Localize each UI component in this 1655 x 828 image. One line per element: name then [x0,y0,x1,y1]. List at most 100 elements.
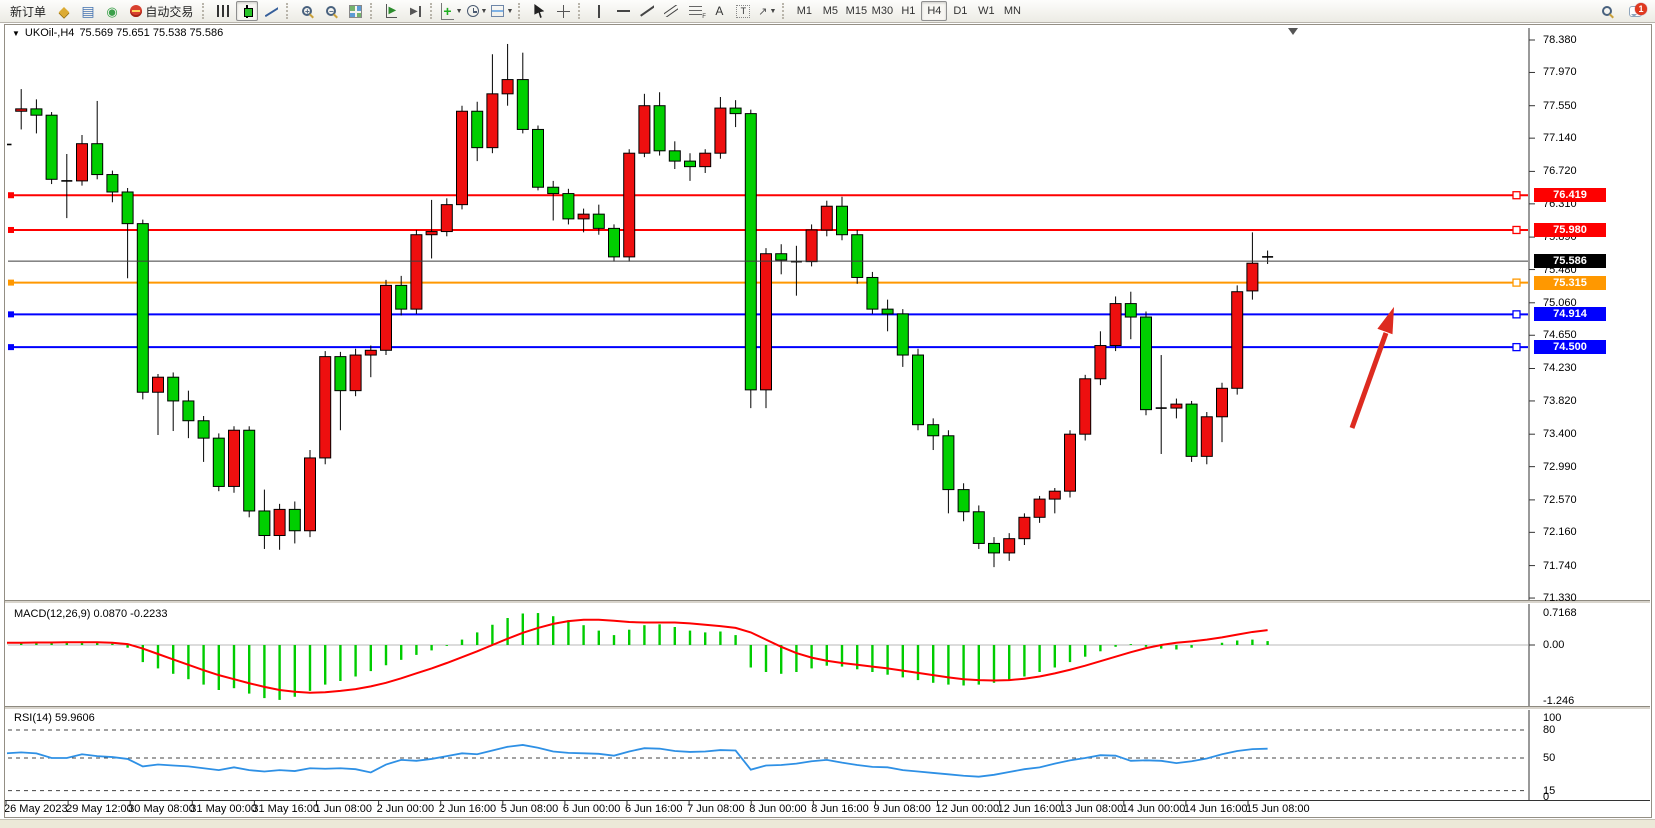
crosshair-button[interactable] [552,1,574,21]
autotrading-icon [130,5,143,17]
timeframe-h4-button[interactable]: H4 [921,1,948,21]
vertical-line-button[interactable] [588,1,610,21]
price-axis-tick[interactable]: 76.720 [1543,165,1577,178]
signals-button[interactable]: ◉ [101,1,123,21]
price-axis-tick[interactable]: 72.160 [1543,526,1577,539]
time-axis-label[interactable]: 29 May 12:00 [66,803,133,815]
toolbar-grip [430,3,435,19]
time-axis-label[interactable]: 14 Jun 00:00 [1121,803,1186,815]
timeframe-m15-button[interactable]: M15 [845,5,868,17]
fibonacci-button[interactable] [684,1,706,21]
chart-shift-button[interactable]: ▶ [404,1,426,21]
autotrading-button[interactable]: 自动交易 [125,1,198,21]
candlestick-chart-button[interactable] [236,1,259,21]
ohlc-quote-label: 75.569 75.651 75.538 75.586 [79,27,224,39]
tile-windows-button[interactable] [344,1,366,21]
time-axis-label[interactable]: 5 Jun 08:00 [500,803,559,815]
hline-price-label[interactable]: 76.419 [1534,188,1606,203]
time-axis-label[interactable]: 6 Jun 16:00 [625,803,683,815]
time-axis-label[interactable]: 13 Jun 08:00 [1059,803,1124,815]
macd-axis-tick: 0.00 [1543,639,1565,651]
toolbar-grip [578,3,583,19]
zoom-in-button[interactable]: + [296,1,318,21]
time-axis-label[interactable]: 8 Jun 00:00 [749,803,807,815]
indicators-button[interactable]: + ▼ [440,1,463,21]
cursor-icon [534,4,545,18]
zoom-in-icon: + [302,6,313,16]
price-axis-tick[interactable]: 77.970 [1543,66,1577,79]
timeframe-toolbar: M1 M5 M15 M30 H1 H4 D1 W1 MN [791,1,1025,21]
time-axis-label[interactable]: 12 Jun 00:00 [935,803,1000,815]
timeframe-m1-button[interactable]: M1 [796,5,813,17]
vertical-line-icon [598,4,601,18]
time-axis-label[interactable]: 12 Jun 16:00 [997,803,1062,815]
zoom-out-button[interactable]: − [320,1,342,21]
time-axis-label[interactable]: 1 Jun 08:00 [314,803,373,815]
time-axis-label[interactable]: 2 Jun 00:00 [376,803,435,815]
time-axis-label[interactable]: 31 May 00:00 [190,803,257,815]
search-button[interactable] [1596,1,1618,21]
text-label-button[interactable]: T [732,1,754,21]
time-axis-label[interactable]: 15 Jun 08:00 [1246,803,1310,815]
toolbar-grip [202,3,207,19]
timeframe-m5-button[interactable]: M5 [822,5,839,17]
templates-button[interactable]: ▼ [490,1,514,21]
tile-windows-icon [348,4,362,18]
time-axis-label[interactable]: 30 May 08:00 [128,803,195,815]
chat-button[interactable]: 1 [1620,1,1650,21]
new-order-button[interactable]: 新订单 [10,4,47,19]
periods-button[interactable]: ▼ [466,1,489,21]
price-axis-tick[interactable]: 74.650 [1543,329,1577,342]
autotrading-label: 自动交易 [145,4,194,19]
time-axis-label[interactable]: 26 May 2023 [4,803,68,815]
timeframe-d1-button[interactable]: D1 [953,5,968,17]
price-axis-tick[interactable]: 74.230 [1543,362,1577,375]
time-axis-label[interactable]: 8 Jun 16:00 [811,803,869,815]
hline-price-label[interactable]: 74.500 [1534,340,1606,355]
bar-chart-button[interactable] [212,1,234,21]
text-button[interactable]: A [708,1,730,21]
hline-price-label[interactable]: 75.315 [1534,275,1606,290]
timeframe-m30-button[interactable]: M30 [871,5,894,17]
candlestick-icon [241,4,254,18]
rsi-indicator-label: RSI(14) 59.9606 [14,712,95,724]
price-axis-tick[interactable]: 75.060 [1543,296,1577,309]
chart-menu-icon[interactable]: ▼ [12,28,20,38]
text-icon: A [715,4,724,18]
price-axis-tick[interactable]: 78.380 [1543,34,1577,46]
price-axis-tick[interactable]: 71.330 [1543,592,1577,605]
time-axis-label[interactable]: 14 Jun 16:00 [1183,803,1248,815]
terminal-window-button[interactable]: ▤ [77,1,99,21]
time-axis-label[interactable]: 2 Jun 16:00 [438,803,497,815]
symbol-period-label: UKOil-,H4 [24,27,75,39]
time-axis-label[interactable]: 7 Jun 08:00 [687,803,745,815]
arrows-button[interactable]: ↗ ▼ [756,1,778,21]
macd-indicator-label: MACD(12,26,9) 0.0870 -0.2233 [14,608,168,620]
cursor-button[interactable] [528,1,550,21]
rsi-axis-tick: 50 [1543,752,1556,764]
timeframe-mn-button[interactable]: MN [1003,5,1021,17]
chart-window-icon[interactable]: ◆ [53,1,75,21]
hline-price-label[interactable]: 75.980 [1534,222,1606,237]
price-axis-tick[interactable]: 71.740 [1543,559,1577,572]
text-label-icon: T [736,4,751,18]
price-axis-tick[interactable]: 72.570 [1543,493,1577,506]
time-axis-label[interactable]: 6 Jun 00:00 [562,803,621,815]
auto-scroll-button[interactable]: ▶ [380,1,402,21]
time-axis-label[interactable]: 9 Jun 08:00 [873,803,931,815]
price-axis-tick[interactable]: 72.990 [1543,460,1577,473]
time-axis-label[interactable]: 31 May 16:00 [252,803,320,815]
price-axis-tick[interactable]: 73.400 [1543,428,1577,441]
horizontal-line-button[interactable] [612,1,634,21]
price-axis-tick[interactable]: 77.550 [1543,99,1577,112]
hline-price-label[interactable]: 74.914 [1534,307,1606,322]
timeframe-h1-button[interactable]: H1 [901,5,916,17]
price-axis-tick[interactable]: 77.140 [1543,132,1577,145]
bid-price-label: 75.586 [1534,254,1606,269]
timeframe-w1-button[interactable]: W1 [978,5,995,17]
template-icon [491,5,505,17]
price-axis-tick[interactable]: 73.820 [1543,394,1577,407]
toolbar-grip [370,3,375,19]
